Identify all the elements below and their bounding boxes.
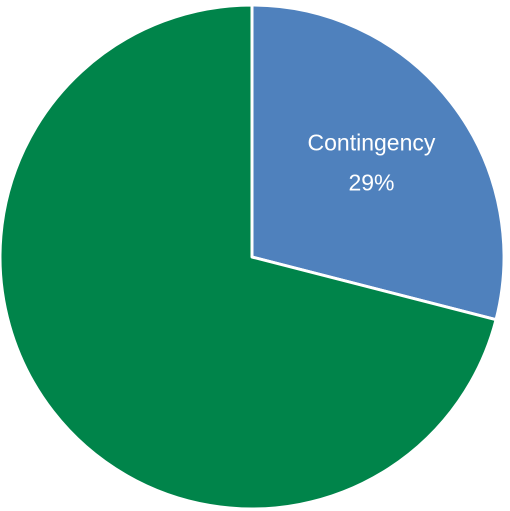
slice-value-label: 29% <box>348 169 394 195</box>
slice-label: Contingency <box>308 129 436 155</box>
pie-slice <box>250 3 506 322</box>
pie-slice <box>0 3 498 511</box>
